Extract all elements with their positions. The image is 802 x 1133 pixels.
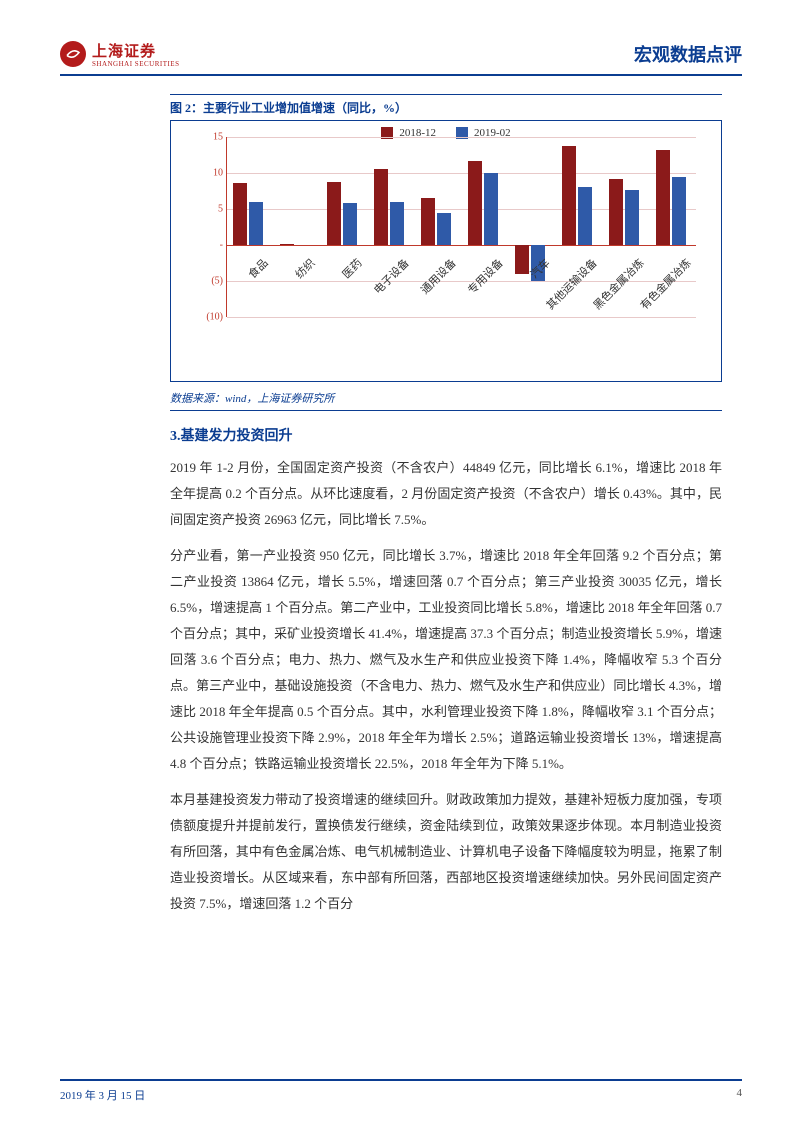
paragraph: 本月基建投资发力带动了投资增速的继续回升。财政政策加力提效，基建补短板力度加强，…	[170, 787, 722, 917]
y-axis-tick: (10)	[191, 312, 223, 323]
paragraph: 2019 年 1-2 月份，全国固定资产投资（不含农户）44849 亿元，同比增…	[170, 455, 722, 533]
figure-title: 图 2：主要行业工业增加值增速（同比，%）	[170, 94, 722, 116]
bar	[327, 182, 341, 245]
logo-subtext: SHANGHAI SECURITIES	[92, 61, 179, 68]
doc-title: 宏观数据点评	[634, 41, 742, 67]
y-axis-tick: -	[191, 240, 223, 251]
bar	[656, 150, 670, 245]
y-axis-tick: (5)	[191, 276, 223, 287]
brand-logo: 上海证券 SHANGHAI SECURITIES	[60, 40, 179, 68]
bar-chart: 2018-122019-02(10)(5)-51015食品纺织医药电子设备通用设…	[186, 127, 706, 377]
bar	[468, 161, 482, 245]
page-footer: 2019 年 3 月 15 日 4	[60, 1079, 742, 1103]
bar	[625, 190, 639, 245]
gridline	[227, 317, 696, 318]
y-axis-tick: 15	[191, 132, 223, 143]
paragraph: 分产业看，第一产业投资 950 亿元，同比增长 3.7%，增速比 2018 年全…	[170, 543, 722, 777]
section-heading: 3.基建发力投资回升	[170, 425, 722, 445]
body-copy: 2019 年 1-2 月份，全国固定资产投资（不含农户）44849 亿元，同比增…	[170, 455, 722, 917]
footer-date: 2019 年 3 月 15 日	[60, 1087, 145, 1103]
bar	[578, 187, 592, 245]
y-axis-tick: 10	[191, 168, 223, 179]
bar	[233, 183, 247, 245]
bar	[343, 203, 357, 245]
gridline	[227, 173, 696, 174]
plot-area: (10)(5)-51015	[226, 137, 696, 317]
bar	[484, 173, 498, 245]
bar	[280, 244, 294, 245]
y-axis-tick: 5	[191, 204, 223, 215]
data-source: 数据来源：wind，上海证券研究所	[170, 386, 722, 411]
bar	[672, 177, 686, 245]
page-number: 4	[737, 1087, 743, 1103]
logo-text: 上海证券	[92, 44, 156, 60]
gridline	[227, 245, 696, 246]
chart-container: 2018-122019-02(10)(5)-51015食品纺织医药电子设备通用设…	[170, 120, 722, 382]
bar	[374, 169, 388, 245]
page-header: 上海证券 SHANGHAI SECURITIES 宏观数据点评	[60, 40, 742, 76]
bar	[609, 179, 623, 245]
bar	[421, 198, 435, 245]
bar	[562, 146, 576, 245]
bar	[390, 202, 404, 245]
bar	[437, 213, 451, 245]
bar	[249, 202, 263, 245]
gridline	[227, 137, 696, 138]
logo-icon	[60, 41, 86, 67]
